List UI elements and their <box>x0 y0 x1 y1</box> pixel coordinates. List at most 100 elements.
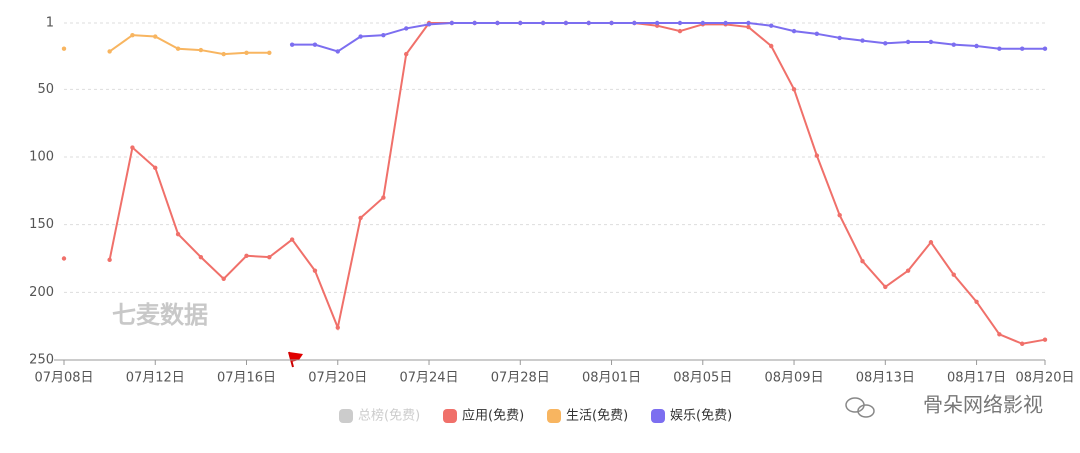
point <box>381 195 386 200</box>
point <box>746 20 751 26</box>
x-tick-label: 07月16日 <box>217 371 276 386</box>
point <box>1019 341 1025 346</box>
point <box>951 42 956 47</box>
point <box>814 153 820 158</box>
point <box>61 46 67 51</box>
point <box>632 20 637 26</box>
point <box>198 47 204 53</box>
point <box>289 237 295 242</box>
y-tick-label: 100 <box>29 149 54 164</box>
point <box>997 46 1002 51</box>
point <box>358 215 363 221</box>
x-tick-label: 08月09日 <box>764 371 823 386</box>
point <box>107 257 112 263</box>
point <box>221 51 226 57</box>
point <box>175 231 181 237</box>
point <box>518 20 523 26</box>
point <box>860 38 865 43</box>
point <box>404 26 409 31</box>
point <box>130 145 135 150</box>
point <box>426 22 432 27</box>
legend-label: 应用(免费) <box>462 408 524 424</box>
x-tick-label: 07月24日 <box>399 371 458 386</box>
point <box>540 20 546 26</box>
point <box>244 253 249 258</box>
point <box>449 20 455 26</box>
point <box>358 34 363 39</box>
point <box>746 24 751 30</box>
point <box>1042 337 1048 342</box>
point <box>198 254 204 260</box>
point <box>883 284 888 290</box>
point <box>381 32 386 38</box>
legend-label: 生活(免费) <box>566 409 628 424</box>
point <box>1042 46 1048 51</box>
point <box>677 28 683 34</box>
x-tick-label: 08月20日 <box>1015 371 1074 386</box>
point <box>883 41 888 46</box>
point <box>860 259 865 264</box>
watermark: 七麦数据 <box>112 301 208 329</box>
point <box>905 39 911 45</box>
line <box>108 22 1046 345</box>
point <box>586 20 591 26</box>
point <box>791 28 797 34</box>
series <box>61 32 272 57</box>
point <box>905 268 911 273</box>
point <box>495 20 500 26</box>
point <box>563 20 569 26</box>
point <box>814 31 820 37</box>
y-tick-label: 250 <box>29 353 54 368</box>
point <box>335 325 340 330</box>
point <box>404 51 409 57</box>
point <box>997 332 1002 337</box>
y-tick-label: 200 <box>29 285 54 300</box>
series <box>61 20 1048 346</box>
point <box>769 23 774 28</box>
point <box>61 256 67 261</box>
series <box>289 20 1048 54</box>
legend-swatch <box>339 409 353 423</box>
point <box>654 20 660 26</box>
point <box>837 212 842 218</box>
y-tick-label: 1 <box>46 16 54 31</box>
legend-swatch <box>651 409 665 423</box>
point <box>472 20 477 26</box>
point <box>312 42 318 47</box>
point <box>267 254 272 260</box>
point <box>791 87 797 92</box>
line <box>109 34 270 56</box>
x-tick-label: 07月20日 <box>308 371 367 386</box>
source-label: 骨朵网络影视 <box>923 393 1043 417</box>
x-tick-label: 08月01日 <box>582 371 641 386</box>
line <box>292 22 1045 53</box>
point <box>335 49 340 54</box>
x-tick-label: 07月12日 <box>126 371 185 386</box>
x-tick-label: 08月17日 <box>947 371 1006 386</box>
point <box>244 50 249 55</box>
point <box>723 20 728 26</box>
point <box>1019 46 1025 51</box>
legend-swatch <box>547 409 561 423</box>
point <box>221 276 226 281</box>
point <box>837 35 842 41</box>
legend-label: 娱乐(免费) <box>670 409 732 424</box>
y-tick-label: 150 <box>29 217 54 232</box>
point <box>130 32 135 38</box>
point <box>153 165 158 171</box>
point <box>974 43 979 49</box>
point <box>769 43 774 49</box>
point <box>700 20 705 26</box>
point <box>175 46 181 51</box>
x-tick-label: 07月28日 <box>491 371 550 386</box>
point <box>928 39 934 45</box>
point <box>928 240 934 245</box>
wechat-icon <box>845 397 875 418</box>
x-tick-label: 08月13日 <box>856 371 915 386</box>
point <box>289 42 295 47</box>
y-tick-label: 50 <box>37 82 54 97</box>
point <box>153 34 158 39</box>
point <box>107 49 112 54</box>
point <box>267 50 272 55</box>
